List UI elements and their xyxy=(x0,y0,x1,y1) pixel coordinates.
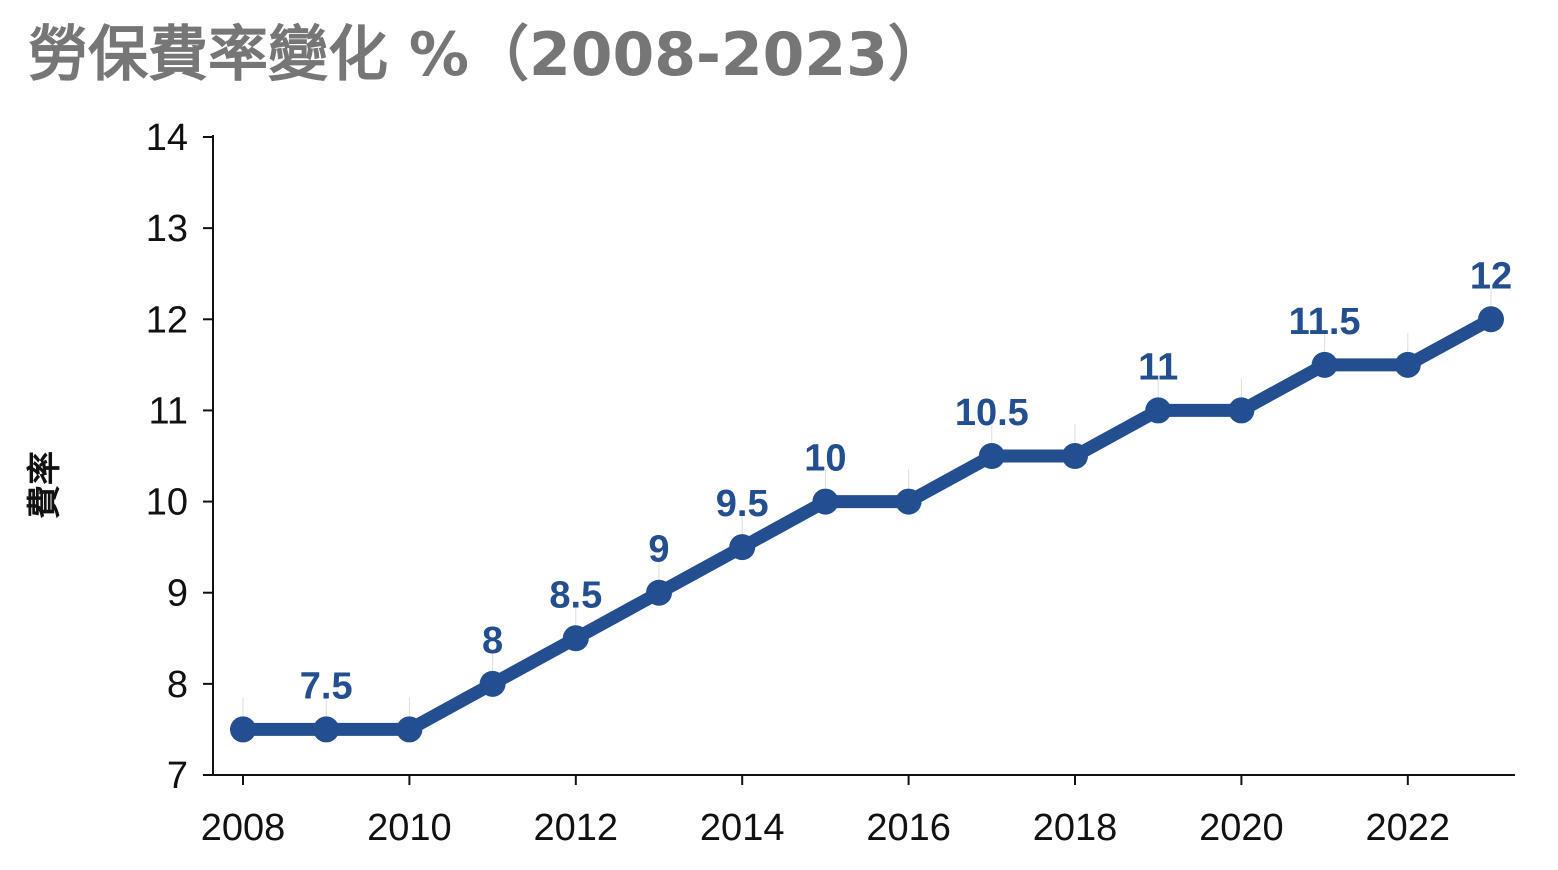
data-point xyxy=(1228,397,1255,424)
data-label: 9 xyxy=(648,529,669,571)
data-label: 10 xyxy=(804,438,846,480)
data-point xyxy=(646,579,672,606)
x-tick-label: 2014 xyxy=(700,807,785,849)
point-guides xyxy=(242,287,1492,720)
y-axis-label: 費率 xyxy=(25,451,65,519)
data-points xyxy=(230,306,1504,743)
data-point xyxy=(729,534,756,561)
x-ticks: 2008 2010 2012 2014 2016 2018 2020 2022 xyxy=(201,775,1450,849)
y-ticks: 7 8 9 10 11 12 13 14 xyxy=(146,117,213,797)
y-tick-label: 11 xyxy=(149,390,188,432)
chart-title: 勞保費率變化 %（2008-2023） xyxy=(28,20,948,90)
x-tick-label: 2022 xyxy=(1366,807,1451,849)
x-tick-label: 2018 xyxy=(1033,807,1118,849)
axes xyxy=(212,135,1515,776)
data-label: 11 xyxy=(1138,346,1178,388)
data-point xyxy=(1394,351,1421,378)
data-label: 8 xyxy=(482,620,503,662)
data-point xyxy=(230,716,256,743)
y-tick-label: 14 xyxy=(146,117,188,159)
series-line xyxy=(236,312,1498,736)
data-label: 9.5 xyxy=(716,483,769,525)
y-tick-label: 13 xyxy=(146,208,188,250)
x-tick-label: 2010 xyxy=(367,807,452,849)
x-tick-label: 2008 xyxy=(201,807,286,849)
data-label: 7.5 xyxy=(300,665,353,707)
series xyxy=(236,312,1498,736)
data-point xyxy=(812,488,839,515)
data-label: 11.5 xyxy=(1289,301,1361,343)
data-point xyxy=(1145,397,1172,424)
data-labels: 7.5 8 8.5 9 9.5 10 10.5 11 11.5 12 xyxy=(300,255,1512,707)
data-point xyxy=(1478,306,1504,333)
data-label: 10.5 xyxy=(955,392,1029,434)
y-tick-label: 9 xyxy=(167,573,188,615)
y-tick-label: 12 xyxy=(146,299,188,341)
data-point xyxy=(313,716,340,743)
data-label: 8.5 xyxy=(549,574,602,616)
x-tick-label: 2012 xyxy=(534,807,619,849)
y-tick-label: 10 xyxy=(146,482,188,524)
y-tick-label: 8 xyxy=(167,664,188,706)
data-point xyxy=(978,443,1005,469)
data-point xyxy=(479,670,506,697)
data-point xyxy=(895,488,922,515)
y-tick-label: 7 xyxy=(167,755,188,797)
data-point xyxy=(1311,351,1338,378)
data-label: 12 xyxy=(1470,255,1512,297)
x-tick-label: 2016 xyxy=(866,807,951,849)
data-point xyxy=(562,625,589,652)
data-point xyxy=(1062,443,1088,469)
data-point xyxy=(396,716,423,743)
x-tick-label: 2020 xyxy=(1199,807,1284,849)
